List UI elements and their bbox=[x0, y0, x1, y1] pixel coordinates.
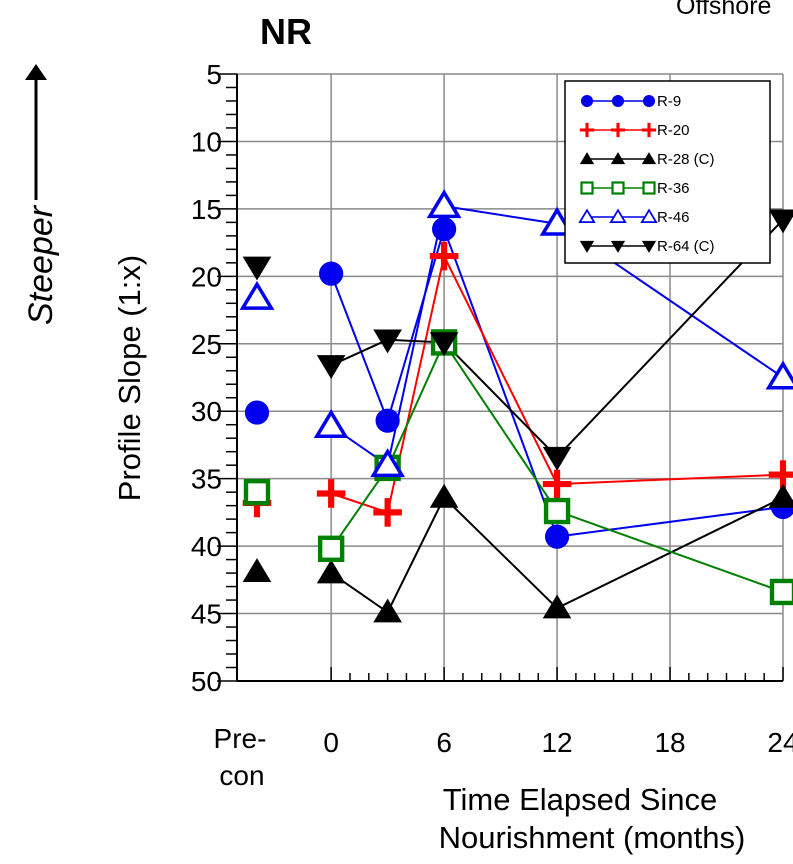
legend-marker bbox=[641, 240, 657, 253]
series bbox=[239, 189, 793, 623]
y-tick-label: 5 bbox=[206, 59, 222, 90]
legend-marker bbox=[640, 208, 658, 223]
legend-marker bbox=[642, 181, 656, 195]
data-point bbox=[542, 594, 572, 619]
precon-label-line1: Pre- bbox=[214, 723, 267, 754]
x-axis-title-line2: Nourishment (months) bbox=[439, 820, 746, 855]
legend-label: R-46 bbox=[657, 209, 690, 226]
steeper-arrow bbox=[25, 64, 47, 200]
data-point-precon bbox=[243, 478, 271, 506]
data-point bbox=[768, 460, 793, 489]
axes: 5 10 15 20 25 30 35 40 45 50 0 6 12 18 24 bbox=[191, 59, 793, 758]
legend-marker bbox=[642, 94, 656, 108]
legend-marker bbox=[611, 94, 625, 108]
legend: R-9 R-20 R-28 (C) R-36 R-46 R-64 (C) bbox=[564, 80, 771, 264]
corner-text: Offshore bbox=[676, 0, 771, 20]
legend-box bbox=[564, 80, 771, 264]
data-point-precon bbox=[244, 400, 270, 425]
data-point bbox=[317, 535, 345, 563]
legend-marker bbox=[578, 208, 596, 223]
y-tick-label: 45 bbox=[191, 599, 222, 630]
legend-marker bbox=[579, 152, 595, 165]
data-point bbox=[429, 332, 459, 357]
data-point bbox=[373, 498, 402, 527]
legend-marker bbox=[579, 240, 595, 253]
data-point bbox=[429, 483, 459, 508]
y-tick-label: 40 bbox=[191, 531, 222, 562]
data-point bbox=[429, 241, 459, 271]
y-tick-label: 20 bbox=[191, 261, 222, 292]
legend-label: R-9 bbox=[657, 93, 681, 110]
legend-marker bbox=[610, 152, 626, 165]
legend-label: R-36 bbox=[657, 180, 690, 197]
x-tick-label: 12 bbox=[541, 727, 572, 758]
legend-marker bbox=[580, 94, 594, 108]
data-point bbox=[375, 408, 400, 433]
data-point bbox=[316, 355, 346, 379]
data-point bbox=[426, 189, 462, 219]
data-point-precon bbox=[239, 280, 275, 310]
data-point bbox=[542, 446, 572, 471]
data-point-precon bbox=[242, 256, 272, 281]
data-point bbox=[373, 598, 402, 623]
data-point bbox=[542, 469, 572, 499]
y-tick-label: 15 bbox=[191, 194, 222, 225]
legend-label: R-28 (C) bbox=[657, 151, 715, 168]
data-point-precon bbox=[242, 558, 272, 582]
data-point bbox=[544, 524, 570, 549]
data-point bbox=[539, 206, 575, 236]
data-point bbox=[543, 497, 571, 525]
legend-label: R-64 (C) bbox=[657, 238, 715, 255]
y-tick-label: 30 bbox=[191, 396, 222, 427]
data-point bbox=[316, 559, 346, 584]
data-point bbox=[316, 479, 346, 508]
x-tick-label: 24 bbox=[767, 727, 793, 758]
data-point bbox=[768, 209, 793, 234]
data-point bbox=[373, 329, 402, 354]
y-tick-label: 50 bbox=[191, 666, 222, 697]
legend-marker bbox=[579, 122, 595, 138]
steeper-label: Steeper bbox=[22, 204, 60, 325]
data-point bbox=[313, 408, 349, 439]
legend-marker bbox=[641, 152, 657, 165]
data-point bbox=[769, 578, 793, 606]
y-tick-label: 35 bbox=[191, 464, 222, 495]
chart-title: NR bbox=[260, 11, 312, 52]
y-tick-label: 10 bbox=[191, 126, 222, 157]
legend-label: R-20 bbox=[657, 122, 690, 139]
y-tick-label: 25 bbox=[191, 329, 222, 360]
data-point bbox=[765, 360, 793, 390]
precon-label-line2: con bbox=[219, 760, 264, 791]
legend-marker bbox=[609, 208, 627, 223]
x-tick-label: 6 bbox=[436, 727, 452, 758]
legend-marker bbox=[580, 181, 594, 195]
x-tick-label: 0 bbox=[323, 727, 339, 758]
legend-marker bbox=[610, 240, 626, 253]
y-axis-title: Profile Slope (1:x) bbox=[112, 255, 147, 501]
data-point bbox=[319, 261, 344, 286]
x-tick-label: 18 bbox=[654, 727, 685, 758]
data-point bbox=[768, 483, 793, 508]
data-point bbox=[370, 448, 406, 478]
x-axis-title-line1: Time Elapsed Since bbox=[443, 782, 718, 817]
legend-marker bbox=[641, 122, 657, 138]
data-point bbox=[432, 217, 457, 242]
legend-marker bbox=[610, 122, 626, 138]
legend-marker bbox=[611, 181, 625, 195]
